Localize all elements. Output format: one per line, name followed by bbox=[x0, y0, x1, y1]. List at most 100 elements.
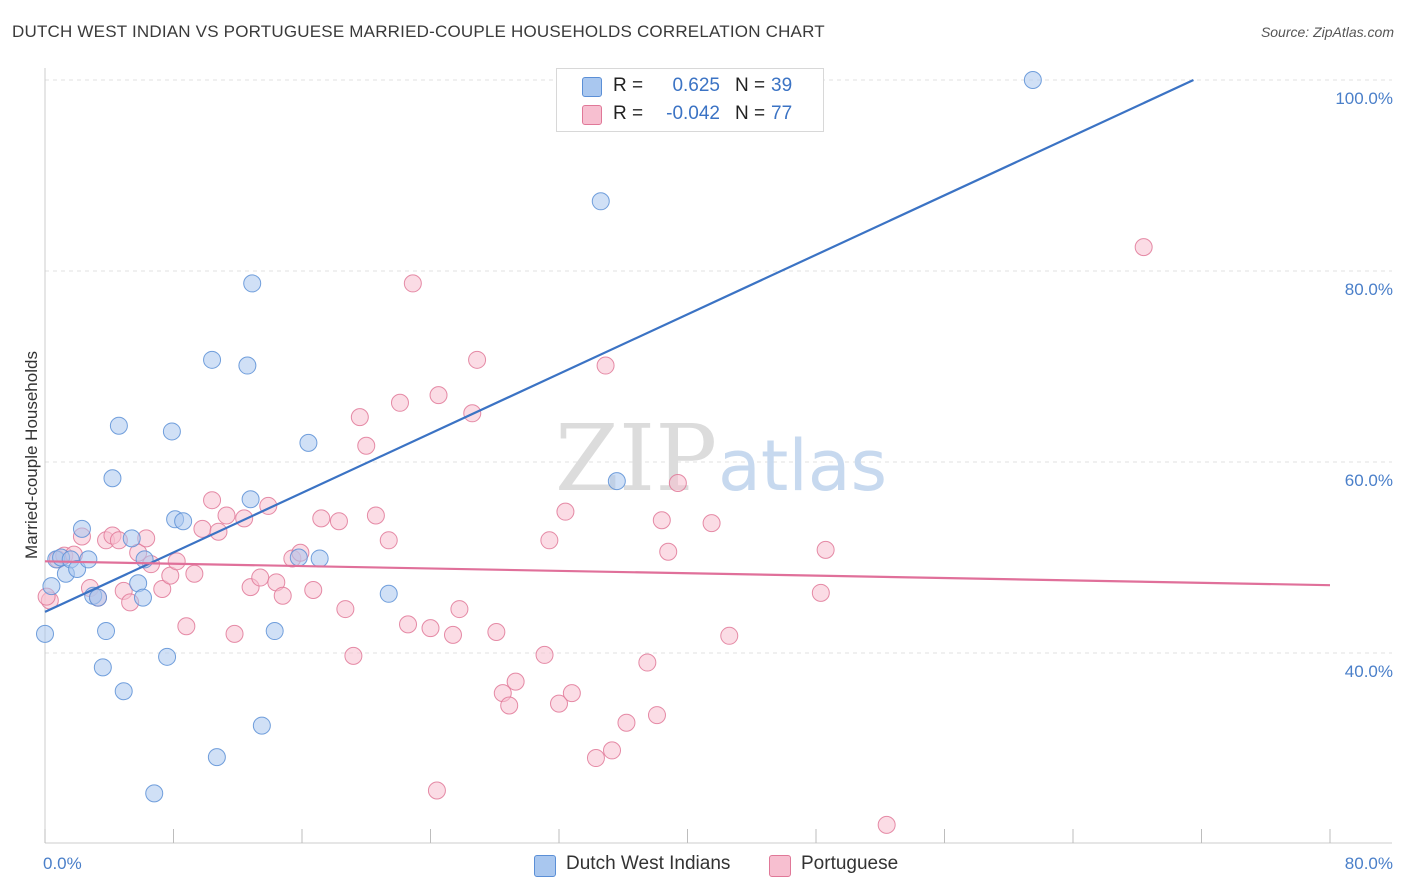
legend-r-label: R = bbox=[613, 75, 644, 96]
data-point bbox=[273, 586, 292, 605]
data-point bbox=[289, 548, 308, 567]
data-point bbox=[1134, 238, 1153, 257]
data-point bbox=[103, 469, 122, 488]
trend-lines bbox=[44, 79, 1331, 613]
data-point bbox=[811, 583, 830, 602]
y-tick-label: 60.0% bbox=[1345, 471, 1393, 490]
correlation-legend: R = 0.625 N = 39 R = -0.042 N = 77 bbox=[556, 68, 824, 132]
data-point bbox=[399, 615, 418, 634]
data-point bbox=[506, 672, 525, 691]
data-point bbox=[203, 491, 222, 510]
data-point bbox=[468, 350, 487, 369]
data-point bbox=[225, 624, 244, 643]
y-axis-label: Married-couple Households bbox=[22, 351, 41, 559]
data-point bbox=[403, 274, 422, 293]
data-point bbox=[586, 749, 605, 768]
data-point bbox=[304, 580, 323, 599]
series-swatch-dutch[interactable] bbox=[534, 855, 556, 877]
data-point bbox=[427, 781, 446, 800]
legend-swatch-dutch bbox=[582, 77, 602, 97]
data-point bbox=[816, 540, 835, 559]
data-point bbox=[379, 584, 398, 603]
legend-row-dutch: R = 0.625 N = 39 bbox=[557, 73, 823, 99]
data-point bbox=[241, 490, 260, 509]
data-point bbox=[603, 741, 622, 760]
tick-labels: 40.0% 60.0% 80.0% 100.0% 0.0% 80.0% bbox=[43, 89, 1393, 873]
data-point bbox=[535, 645, 554, 664]
axes bbox=[44, 68, 1392, 844]
portuguese-points bbox=[37, 238, 1153, 834]
data-point bbox=[429, 386, 448, 405]
data-point bbox=[72, 519, 91, 538]
data-point bbox=[638, 653, 657, 672]
data-point bbox=[252, 716, 271, 735]
trend-line bbox=[44, 560, 1331, 587]
data-point bbox=[238, 356, 257, 375]
data-point bbox=[668, 474, 687, 493]
grid-lines bbox=[45, 79, 1392, 654]
data-point bbox=[877, 815, 896, 834]
data-point bbox=[42, 577, 61, 596]
series-label-portuguese[interactable]: Portuguese bbox=[801, 853, 899, 874]
data-point bbox=[312, 509, 331, 528]
data-point bbox=[145, 784, 164, 803]
series-label-dutch[interactable]: Dutch West Indians bbox=[566, 853, 731, 874]
data-point bbox=[596, 356, 615, 375]
data-point bbox=[122, 529, 141, 548]
data-point bbox=[443, 625, 462, 644]
data-point bbox=[344, 646, 363, 665]
data-point bbox=[562, 684, 581, 703]
data-point bbox=[500, 696, 519, 715]
data-point bbox=[235, 509, 254, 528]
data-point bbox=[366, 506, 385, 525]
legend-row-portuguese: R = -0.042 N = 77 bbox=[557, 101, 823, 127]
data-point bbox=[299, 433, 318, 452]
data-point bbox=[357, 436, 376, 455]
data-point bbox=[720, 626, 739, 645]
data-point bbox=[89, 588, 108, 607]
data-point bbox=[652, 511, 671, 530]
x-tick-label: 80.0% bbox=[1345, 854, 1393, 873]
legend-n-label: N = bbox=[735, 75, 766, 96]
data-point bbox=[421, 619, 440, 638]
series-swatch-portuguese[interactable] bbox=[769, 855, 791, 877]
watermark-zip: ZIP bbox=[555, 405, 717, 512]
data-point bbox=[207, 748, 226, 767]
trend-line bbox=[44, 79, 1194, 613]
legend-r-value: -0.042 bbox=[666, 103, 720, 124]
legend-n-value: 77 bbox=[771, 103, 793, 124]
watermark-atlas: atlas bbox=[718, 425, 887, 507]
data-point bbox=[133, 588, 152, 607]
data-point bbox=[97, 622, 116, 641]
data-point bbox=[607, 472, 626, 491]
data-point bbox=[185, 564, 204, 583]
data-point bbox=[350, 408, 369, 427]
y-tick-label: 40.0% bbox=[1345, 662, 1393, 681]
data-point bbox=[310, 549, 329, 568]
data-point bbox=[109, 416, 128, 435]
data-point bbox=[487, 622, 506, 641]
series-legend: Dutch West Indians Portuguese bbox=[0, 851, 1406, 877]
data-point bbox=[203, 350, 222, 369]
dutch-west-indian-points bbox=[36, 71, 1042, 803]
data-point bbox=[177, 617, 196, 636]
data-point bbox=[379, 531, 398, 550]
data-point bbox=[193, 519, 212, 538]
data-point bbox=[153, 580, 172, 599]
data-point bbox=[659, 542, 678, 561]
data-point bbox=[450, 600, 469, 619]
data-point bbox=[93, 658, 112, 677]
data-point bbox=[647, 706, 666, 725]
x-tick-label: 0.0% bbox=[43, 854, 82, 873]
legend-n-label: N = bbox=[735, 103, 766, 124]
watermark: ZIP atlas bbox=[555, 405, 887, 512]
data-point bbox=[158, 647, 177, 666]
data-point bbox=[36, 624, 54, 643]
data-point bbox=[217, 506, 236, 525]
data-point bbox=[174, 512, 193, 531]
data-point bbox=[251, 568, 270, 587]
data-point bbox=[162, 422, 181, 441]
legend-r-label: R = bbox=[613, 103, 644, 124]
data-point bbox=[540, 531, 559, 550]
